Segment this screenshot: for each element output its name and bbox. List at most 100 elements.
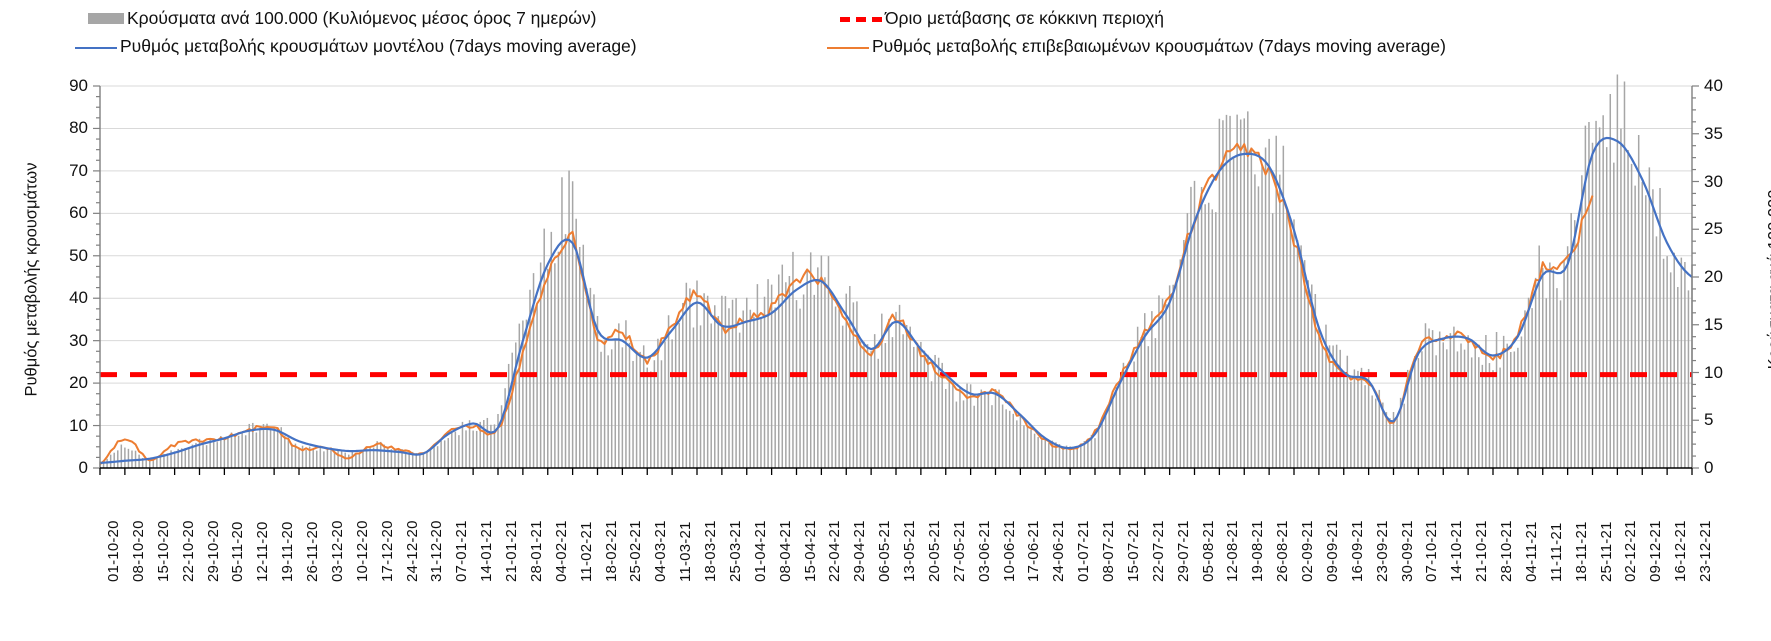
- x-axis-tick-label: 01-10-20: [105, 520, 122, 582]
- y-axis-left-tick: 50: [69, 245, 88, 265]
- dashed-line-swatch-icon: [840, 17, 882, 23]
- legend-item-model-rate: Ρυθμός μεταβολής κρουσμάτων μοντέλου (7d…: [75, 36, 637, 56]
- y-axis-left-tick: 10: [69, 415, 88, 435]
- x-axis-tick-label: 25-11-21: [1597, 521, 1615, 582]
- x-axis-tick-label: 20-05-21: [925, 520, 943, 582]
- x-axis-tick-label: 01-07-21: [1075, 520, 1093, 582]
- x-axis-tick-label: 01-04-21: [751, 520, 769, 582]
- y-axis-right-tick: 10: [1704, 362, 1723, 382]
- x-axis-tick-label: 19-08-21: [1249, 520, 1267, 582]
- x-axis-tick-label: 29-07-21: [1174, 520, 1192, 582]
- chart-legend: Κρούσματα ανά 100.000 (Κυλιόμενος μέσος …: [0, 0, 1771, 68]
- x-axis-tick-label: 16-09-21: [1348, 520, 1366, 582]
- x-axis-tick-label: 18-02-21: [602, 520, 620, 582]
- y-axis-left-tick: 0: [78, 458, 88, 477]
- y-axis-right-tick: 40: [1704, 76, 1723, 95]
- x-axis-tick-label: 13-05-21: [901, 520, 918, 582]
- axis-lines: [93, 85, 1699, 475]
- y-axis-right-tick: 15: [1704, 314, 1723, 334]
- x-axis-tick-label: 29-10-20: [204, 520, 222, 582]
- y-axis-left-tick: 80: [69, 118, 88, 138]
- x-axis-tick-label: 12-08-21: [1224, 520, 1242, 582]
- line-swatch-icon: [75, 46, 117, 49]
- legend-item-red-zone-threshold: Όριο μετάβασης σε κόκκινη περιοχή: [840, 8, 1165, 28]
- bar-series-cases-per-100k: [99, 74, 1693, 468]
- x-axis-tick-label: 03-06-21: [975, 520, 993, 582]
- x-axis-tick-label: 02-09-21: [1299, 520, 1316, 582]
- x-axis-tick-label: 09-12-21: [1647, 520, 1665, 582]
- x-axis-tick-label: 12-11-20: [254, 521, 272, 582]
- x-axis-tick-label: 05-08-21: [1199, 520, 1217, 582]
- gridlines: [100, 85, 1692, 469]
- x-axis-tick-label: 09-09-21: [1323, 520, 1341, 582]
- y-axis-right-tick: 20: [1704, 267, 1723, 286]
- x-axis-tick-label: 22-07-21: [1149, 520, 1167, 582]
- x-axis-tick-label: 11-02-21: [577, 521, 595, 582]
- legend-label: Ρυθμός μεταβολής κρουσμάτων μοντέλου (7d…: [120, 36, 637, 56]
- x-axis-tick-label: 14-10-21: [1448, 520, 1466, 582]
- x-axis-tick-label: 25-03-21: [726, 520, 744, 582]
- x-axis-tick-label: 11-03-21: [677, 521, 695, 582]
- x-axis-tick-label: 23-12-21: [1697, 520, 1714, 582]
- y-axis-left-tick: 90: [69, 76, 88, 95]
- x-axis-tick-label: 26-08-21: [1274, 520, 1292, 582]
- x-axis-tick-label: 26-11-20: [304, 521, 321, 582]
- x-axis-tick-label: 07-10-21: [1423, 520, 1441, 582]
- x-axis-tick-label: 08-10-20: [129, 520, 147, 582]
- x-axis-tick-label: 18-11-21: [1572, 521, 1590, 582]
- x-axis-tick-label: 19-11-20: [279, 521, 297, 582]
- x-axis-tick-label: 22-10-20: [179, 520, 197, 582]
- x-axis-tick-label: 31-12-20: [428, 520, 446, 582]
- x-axis-tick-label: 02-12-21: [1622, 520, 1640, 582]
- x-axis-tick-label: 28-10-21: [1498, 520, 1515, 582]
- x-axis-tick-label: 07-01-21: [453, 520, 471, 582]
- x-axis-tick-label: 18-03-21: [702, 520, 719, 582]
- y-axis-left-tick: 40: [69, 288, 88, 308]
- x-axis-tick-label: 15-07-21: [1124, 520, 1142, 582]
- x-axis-tick-label: 11-11-21: [1547, 522, 1565, 582]
- x-axis-tick-label: 16-12-21: [1672, 520, 1690, 582]
- x-axis-tick-label: 08-07-21: [1100, 520, 1117, 582]
- legend-item-confirmed-rate: Ρυθμός μεταβολής επιβεβαιωμένων κρουσμάτ…: [827, 36, 1446, 56]
- x-axis-tick-label: 28-01-21: [527, 520, 545, 582]
- x-axis-tick-label: 30-09-21: [1398, 520, 1416, 582]
- y-axis-right-tick: 5: [1704, 410, 1714, 430]
- bar-swatch-icon: [88, 13, 124, 25]
- x-axis-ticks: 01-10-20 08-10-20 15-10-20 22-10-20 29-10-20…: [0, 488, 1771, 641]
- line-swatch-icon: [827, 46, 869, 49]
- legend-label: Ρυθμός μεταβολής επιβεβαιωμένων κρουσμάτ…: [872, 36, 1446, 56]
- x-axis-tick-label: 22-04-21: [826, 520, 844, 582]
- x-axis-tick-label: 21-10-21: [1473, 520, 1491, 582]
- line-series-model-rate: [99, 136, 1693, 465]
- x-axis-tick-label: 21-01-21: [503, 520, 520, 582]
- y-axis-left-tick: 20: [69, 373, 88, 393]
- y-axis-right-tick: 35: [1704, 123, 1723, 143]
- x-axis-tick-label: 29-04-21: [851, 520, 869, 582]
- x-axis-tick-label: 24-12-20: [403, 520, 421, 582]
- x-axis-tick-label: 24-06-21: [1050, 520, 1068, 582]
- x-axis-tick-label: 15-04-21: [801, 520, 819, 582]
- x-axis-tick-label: 17-06-21: [1025, 520, 1043, 582]
- legend-label: Κρούσματα ανά 100.000 (Κυλιόμενος μέσος …: [127, 8, 597, 28]
- x-axis-tick-label: 14-01-21: [478, 520, 496, 582]
- plot-svg: [93, 74, 1699, 475]
- y-axis-left-tick: 70: [69, 160, 88, 180]
- x-axis-tick-label: 17-12-20: [378, 520, 396, 582]
- x-axis-tick-label: 04-02-21: [552, 520, 570, 582]
- x-axis-tick-label: 10-06-21: [1000, 520, 1018, 582]
- y-axis-right-tick: 30: [1704, 171, 1723, 191]
- legend-label: Όριο μετάβασης σε κόκκινη περιοχή: [885, 8, 1165, 28]
- x-axis-tick-label: 05-11-20: [229, 521, 247, 582]
- plot-area: [0, 68, 1771, 488]
- x-axis-tick-label: 04-11-21: [1522, 521, 1540, 582]
- y-axis-right-tick: 25: [1704, 219, 1723, 239]
- x-axis-tick-label: 15-10-20: [154, 520, 172, 582]
- x-axis-tick-label: 03-12-20: [328, 520, 346, 582]
- x-axis-tick-label: 25-02-21: [627, 520, 645, 582]
- x-axis-tick-label: 10-12-20: [353, 520, 371, 582]
- x-axis-tick-label: 04-03-21: [652, 520, 670, 582]
- y-axis-left-tick: 30: [69, 330, 88, 350]
- x-axis-tick-label: 23-09-21: [1373, 520, 1391, 582]
- y-axis-left-tick: 60: [69, 203, 88, 223]
- y-axis-right-tick: 0: [1704, 458, 1714, 477]
